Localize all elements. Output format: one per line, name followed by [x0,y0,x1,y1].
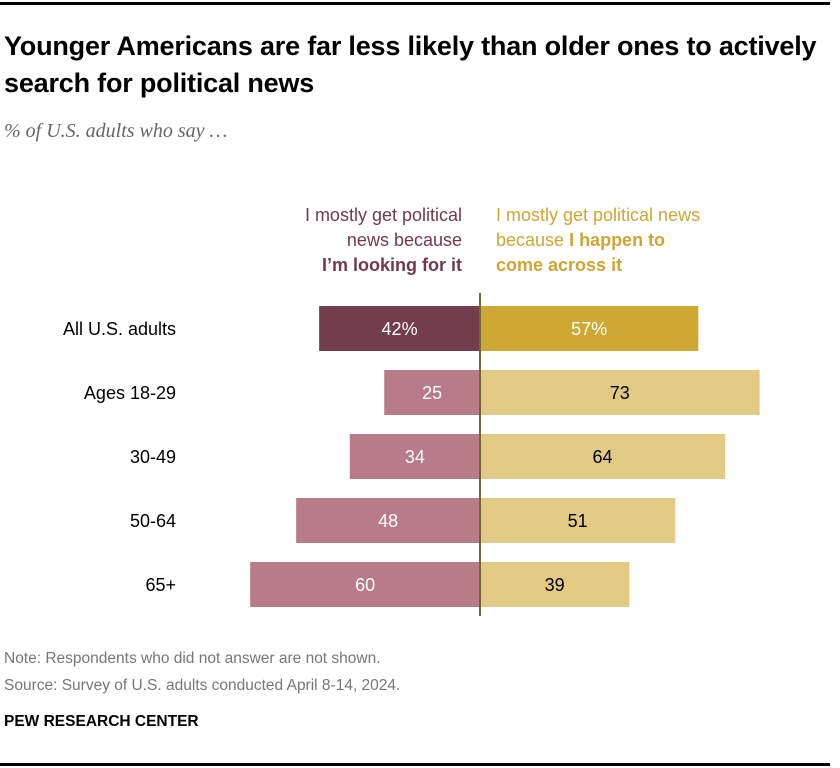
brand-label: PEW RESEARCH CENTER [4,713,199,730]
data-label-left: 60 [355,575,375,595]
top-rule [0,2,830,5]
data-label-right: 57% [571,319,607,339]
bar-right [480,498,676,543]
bar-right [480,434,726,479]
bar-right [480,562,630,607]
legend-left: I mostly get political news because I’m … [305,203,462,278]
data-label-right: 39 [545,575,565,595]
legend-right-line3-bold: come across it [496,255,623,275]
category-label: 50-64 [130,511,176,531]
legend-left-line2: news because [346,230,462,250]
bar-left [349,434,480,479]
chart-title: Younger Americans are far less likely th… [4,31,817,98]
bar-left [384,370,480,415]
legend-left-bold: I’m looking for it [322,255,462,275]
data-label-left: 25 [422,383,442,403]
bar-right [480,306,699,351]
legend-right-line2-plain: because [496,230,570,250]
legend-right: I mostly get political news because I ha… [496,203,700,278]
legend-right-line1: I mostly get political news [496,205,701,225]
bar-right [480,370,760,415]
category-label: All U.S. adults [63,319,176,339]
data-label-left: 34 [405,447,425,467]
data-label-left: 48 [378,511,398,531]
footer-note: Note: Respondents who did not answer are… [4,650,381,667]
chart-subtitle: % of U.S. adults who say … [4,120,228,142]
bar-left [319,306,480,351]
footer-source: Source: Survey of U.S. adults conducted … [4,677,401,694]
data-label-right: 64 [593,447,613,467]
legend-right-line2-bold: I happen to [569,230,666,250]
bottom-rule [0,763,830,766]
legend-left-line1: I mostly get political [304,205,462,225]
data-label-left: 42% [382,319,418,339]
bar-left [250,562,480,607]
category-label: 30-49 [130,447,176,467]
data-label-right: 51 [568,511,588,531]
data-label-right: 73 [610,383,630,403]
diverging-bar-chart: 42% 57% All U.S. adults 25 73 Ages 18-29 34 64 3… [63,293,760,616]
category-label: 65+ [145,575,176,595]
category-label: Ages 18-29 [84,383,176,403]
bar-left [296,498,480,543]
